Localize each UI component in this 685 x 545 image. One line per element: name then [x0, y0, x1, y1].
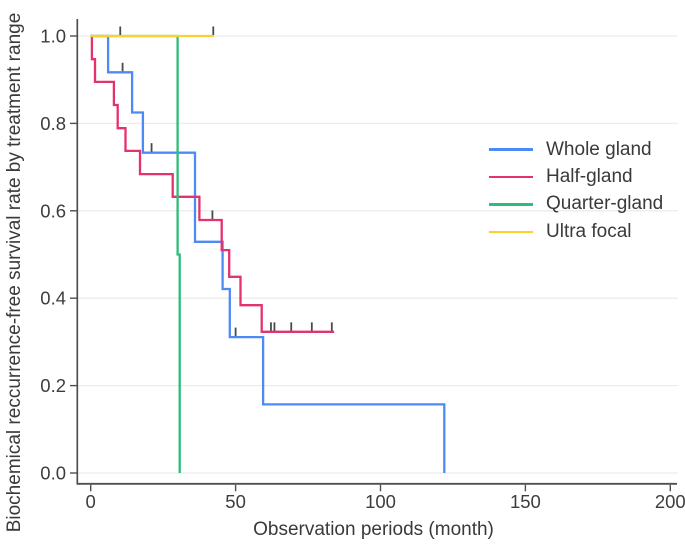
legend-item-ultra-focal: Ultra focal: [489, 218, 663, 245]
series-ultra-focal: [90, 26, 215, 38]
axes: 1.0 0.8 0.6 0.4 0.2 0.0 0 50 100 150 200: [40, 19, 685, 512]
y-axis-title: Biochemical reccurrence-free survival ra…: [4, 12, 25, 533]
legend-line-quarter-gland: [489, 203, 533, 206]
x-tick-label: 0: [86, 491, 96, 512]
legend-line-half-gland: [489, 175, 533, 179]
x-axis-title: Observation periods (month): [253, 519, 494, 540]
series-whole-gland: [90, 34, 446, 473]
legend-line-ultra-focal: [489, 230, 533, 234]
series-half-gland: [90, 34, 335, 333]
x-tick-label: 150: [510, 491, 541, 512]
legend-item-half-gland: Half-gland: [489, 163, 663, 190]
y-tick-label: 0.0: [40, 463, 66, 484]
y-tick-label: 0.6: [40, 200, 66, 221]
survival-curve-quarter-gland: [90, 34, 181, 473]
x-tick-label: 100: [365, 491, 396, 512]
legend-line-whole-gland: [489, 148, 533, 151]
y-tick-label: 0.8: [40, 113, 66, 134]
survival-curve-whole-gland: [90, 34, 446, 473]
y-tick-label: 0.2: [40, 375, 66, 396]
x-tick-label: 200: [655, 491, 685, 512]
legend-label-quarter-gland: Quarter-gland: [546, 193, 664, 215]
legend-label-ultra-focal: Ultra focal: [546, 220, 632, 242]
legend: Whole gland Half-gland Quarter-gland Ultra …: [489, 136, 663, 246]
y-tick-label: 0.4: [40, 288, 66, 309]
legend-item-whole-gland: Whole gland: [489, 136, 663, 163]
legend-label-whole-gland: Whole gland: [546, 138, 652, 160]
legend-label-half-gland: Half-gland: [546, 166, 633, 188]
gridlines: [78, 35, 678, 474]
series-quarter-gland: [90, 34, 181, 473]
legend-item-quarter-gland: Quarter-gland: [489, 191, 663, 218]
survival-curve-half-gland: [90, 34, 335, 333]
y-tick-label: 1.0: [40, 26, 66, 47]
x-tick-label: 50: [225, 491, 246, 512]
